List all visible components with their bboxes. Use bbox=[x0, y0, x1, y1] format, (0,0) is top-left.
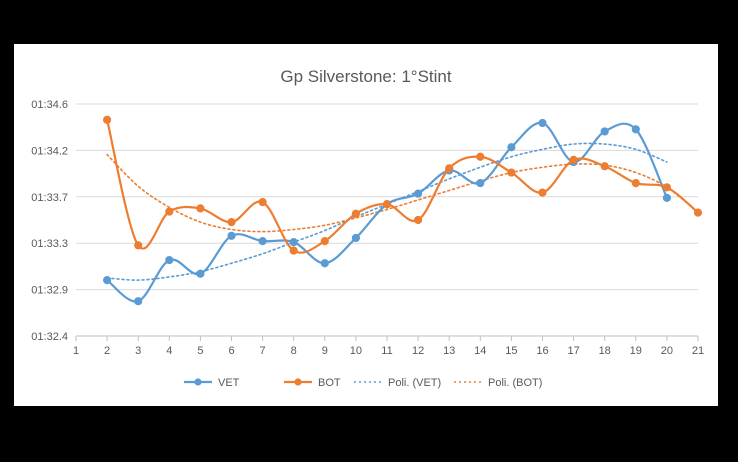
x-tick-label: 6 bbox=[228, 345, 234, 357]
data-point-bot bbox=[569, 155, 578, 164]
data-point-vet bbox=[414, 189, 423, 198]
data-point-vet bbox=[196, 269, 205, 278]
y-tick-label: 01:33.7 bbox=[31, 192, 68, 204]
x-tick-label: 4 bbox=[166, 345, 172, 357]
x-tick-label: 20 bbox=[661, 345, 673, 357]
x-tick-label: 2 bbox=[104, 345, 110, 357]
data-point-vet bbox=[289, 238, 298, 247]
data-point-bot bbox=[476, 152, 485, 161]
x-tick-label: 5 bbox=[197, 345, 203, 357]
x-tick-label: 1 bbox=[73, 345, 79, 357]
x-tick-label: 9 bbox=[322, 345, 328, 357]
data-point-vet bbox=[227, 231, 236, 240]
data-point-vet bbox=[134, 297, 143, 306]
data-point-bot bbox=[445, 164, 454, 173]
axes: 01:32.4 01:32.9 01:33.3 01:33.7 01:34.2 01:34… bbox=[31, 99, 704, 357]
series-line-poli-bot bbox=[106, 153, 699, 233]
data-point-bot bbox=[258, 197, 267, 207]
x-tick-label: 8 bbox=[291, 345, 297, 357]
y-tick-label: 01:32.4 bbox=[31, 331, 68, 343]
data-point-bot bbox=[507, 168, 516, 177]
chart-panel: Gp Silverstone: 1°Stint 01:32.4 01:32.9 01… bbox=[14, 44, 718, 406]
data-point-bot bbox=[134, 241, 143, 250]
x-tick-label: 15 bbox=[505, 345, 517, 357]
data-point-vet bbox=[103, 276, 112, 285]
series-line-bot bbox=[106, 118, 700, 254]
data-point-vet bbox=[631, 125, 640, 134]
legend-label: BOT bbox=[318, 377, 341, 389]
data-point-bot bbox=[227, 218, 236, 227]
series-lines bbox=[103, 115, 703, 306]
chart-title: Gp Silverstone: 1°Stint bbox=[280, 67, 451, 86]
x-tick-label: 17 bbox=[567, 345, 579, 357]
data-point-bot bbox=[414, 215, 423, 225]
data-point-vet bbox=[600, 127, 609, 136]
data-point-vet bbox=[351, 233, 360, 243]
legend-label: Poli. (VET) bbox=[388, 377, 441, 389]
x-tick-label: 12 bbox=[412, 345, 424, 357]
data-point-bot bbox=[382, 200, 392, 209]
data-point-bot bbox=[289, 246, 298, 255]
y-tick-label: 01:32.9 bbox=[31, 285, 68, 297]
x-tick-label: 10 bbox=[350, 345, 362, 357]
data-point-bot bbox=[538, 188, 547, 197]
x-tick-label: 11 bbox=[381, 345, 392, 357]
data-point-vet bbox=[538, 118, 547, 128]
data-point-vet bbox=[507, 143, 516, 152]
y-tick-label: 01:33.3 bbox=[31, 238, 68, 250]
data-point-vet bbox=[476, 178, 485, 188]
x-tick-label: 3 bbox=[135, 345, 141, 357]
legend: VET BOT Poli. (VET) Poli. (BOT) bbox=[184, 377, 542, 389]
data-point-vet bbox=[320, 259, 329, 268]
series-line-vet bbox=[106, 121, 668, 303]
series-line-poli-vet bbox=[106, 142, 668, 281]
data-point-bot bbox=[320, 236, 329, 246]
y-tick-label: 01:34.6 bbox=[31, 99, 68, 111]
gridlines bbox=[76, 103, 698, 337]
data-point-vet bbox=[165, 255, 174, 265]
x-tick-label: 21 bbox=[692, 345, 704, 357]
data-point-bot bbox=[631, 178, 640, 188]
x-tick-label: 19 bbox=[630, 345, 642, 357]
data-point-bot bbox=[103, 115, 112, 124]
x-tick-label: 13 bbox=[443, 345, 455, 357]
data-point-bot bbox=[196, 204, 205, 213]
y-tick-label: 01:34.2 bbox=[31, 145, 68, 157]
data-point-bot bbox=[165, 207, 174, 216]
data-point-bot bbox=[693, 208, 703, 217]
data-point-bot bbox=[351, 209, 360, 218]
legend-swatch-marker bbox=[194, 378, 202, 386]
legend-swatch-marker bbox=[294, 378, 302, 386]
legend-label: Poli. (BOT) bbox=[488, 377, 542, 389]
data-point-bot bbox=[662, 183, 672, 192]
data-point-bot bbox=[600, 162, 609, 171]
x-tick-label: 16 bbox=[536, 345, 548, 357]
x-tick-label: 7 bbox=[260, 345, 266, 357]
data-point-vet bbox=[258, 236, 267, 246]
x-tick-label: 14 bbox=[474, 345, 486, 357]
data-point-vet bbox=[662, 193, 672, 202]
legend-label: VET bbox=[218, 377, 240, 389]
x-tick-label: 18 bbox=[599, 345, 611, 357]
line-chart: Gp Silverstone: 1°Stint 01:32.401:32.901… bbox=[31, 67, 704, 389]
